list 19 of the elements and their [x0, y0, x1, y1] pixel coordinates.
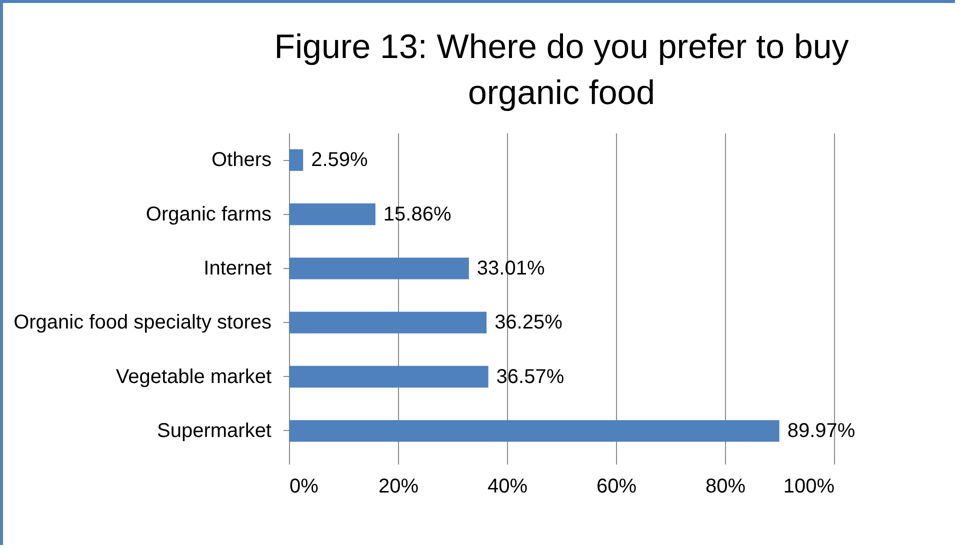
x-tick-label: 80%	[705, 476, 746, 498]
y-tick-label: Organic food specialty stores	[14, 312, 272, 334]
y-tick-label: Vegetable market	[116, 366, 272, 388]
x-tick-label: 100%	[783, 476, 835, 498]
y-tick-label: Others	[211, 149, 272, 172]
data-label: 33.01%	[476, 257, 545, 280]
y-tick-label: Internet	[204, 257, 272, 280]
data-label: 15.86%	[383, 203, 452, 226]
y-tick-label: Organic farms	[146, 203, 272, 226]
y-tick-label: Supermarket	[157, 420, 272, 442]
chart-title: Figure 13: Where do you prefer to buy organic food	[274, 28, 849, 112]
x-tick-label: 20%	[378, 476, 419, 498]
x-tick-label: 40%	[487, 476, 528, 498]
data-label: 36.25%	[494, 312, 563, 334]
data-label: 89.97%	[787, 420, 856, 442]
data-label: 36.57%	[496, 366, 564, 388]
data-label: 2.59%	[311, 149, 368, 172]
x-tick-label: 60%	[596, 476, 637, 498]
x-tick-label: 0%	[290, 476, 319, 498]
